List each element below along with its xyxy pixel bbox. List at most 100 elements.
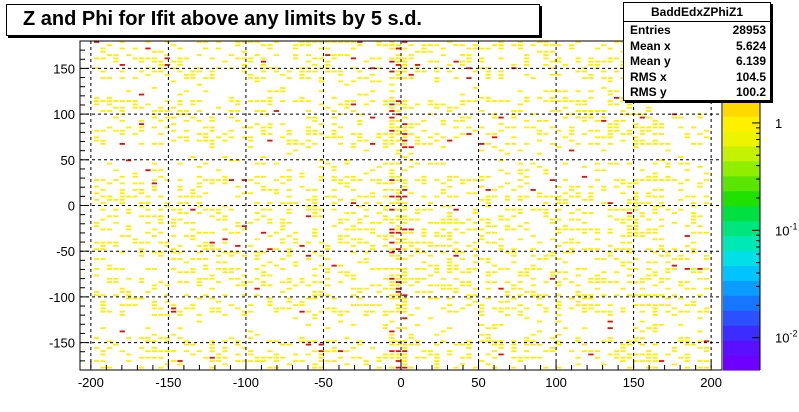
heatmap-bin xyxy=(337,103,344,106)
heatmap-bin xyxy=(472,241,478,244)
heatmap-bin xyxy=(665,304,671,307)
heatmap-bin xyxy=(575,363,581,366)
heatmap-bin xyxy=(633,195,639,198)
heatmap-bin xyxy=(183,294,190,297)
heatmap-bin xyxy=(389,218,395,221)
heatmap-bin xyxy=(652,274,658,277)
heatmap-bin xyxy=(556,366,562,369)
heatmap-bin xyxy=(350,251,357,254)
heatmap-bin xyxy=(286,139,292,142)
heatmap-bin xyxy=(273,366,279,369)
heatmap-bin xyxy=(254,258,260,260)
heatmap-bin xyxy=(658,159,665,162)
heatmap-bin xyxy=(100,139,106,142)
heatmap-bin xyxy=(363,172,369,175)
heatmap-bin xyxy=(267,123,273,126)
heatmap-bin xyxy=(581,70,588,73)
palette-segment xyxy=(723,190,760,207)
heatmap-bin xyxy=(151,50,157,53)
heatmap-bin xyxy=(389,100,395,103)
heatmap-bin xyxy=(260,175,267,178)
heatmap-bin xyxy=(126,90,132,93)
heatmap-bin xyxy=(305,215,312,218)
heatmap-bin xyxy=(318,264,324,267)
heatmap-bin xyxy=(196,231,202,234)
heatmap-bin xyxy=(569,126,575,129)
heatmap-bin xyxy=(260,64,267,66)
heatmap-bin xyxy=(382,238,389,241)
heatmap-bin xyxy=(376,212,382,214)
heatmap-bin xyxy=(376,366,382,369)
heatmap-bin xyxy=(492,307,498,310)
heatmap-bin xyxy=(594,64,600,66)
heatmap-bin xyxy=(389,228,395,231)
heatmap-bin xyxy=(569,218,575,221)
heatmap-bin xyxy=(402,146,408,149)
heatmap-bin xyxy=(273,41,279,43)
heatmap-bin xyxy=(556,281,562,283)
heatmap-bin xyxy=(569,307,575,310)
heatmap-bin xyxy=(607,353,613,356)
heatmap-bin xyxy=(138,189,145,191)
heatmap-bin xyxy=(100,189,106,191)
heatmap-bin xyxy=(389,47,395,50)
heatmap-bin xyxy=(485,281,491,283)
heatmap-bin xyxy=(171,139,177,142)
heatmap-bin xyxy=(382,314,389,316)
y-tick-label: 50 xyxy=(61,153,75,168)
heatmap-bin xyxy=(389,208,395,211)
heatmap-bin xyxy=(305,189,312,191)
heatmap-bin xyxy=(408,218,414,221)
heatmap-bin xyxy=(549,346,556,349)
heatmap-bin xyxy=(337,356,344,359)
heatmap-bin xyxy=(228,304,235,307)
heatmap-bin xyxy=(453,228,459,231)
heatmap-bin xyxy=(171,67,177,70)
heatmap-bin xyxy=(119,291,125,293)
heatmap-bin xyxy=(106,96,113,99)
heatmap-bin xyxy=(569,248,575,251)
heatmap-bin xyxy=(235,268,241,270)
heatmap-bin xyxy=(376,235,382,237)
heatmap-bin xyxy=(479,314,485,316)
heatmap-bin xyxy=(106,54,113,56)
heatmap-bin xyxy=(382,268,389,270)
heatmap-bin xyxy=(260,284,267,287)
heatmap-bin xyxy=(248,304,254,307)
heatmap-bin xyxy=(633,205,639,208)
heatmap-bin xyxy=(260,67,267,70)
heatmap-bin xyxy=(119,47,125,50)
heatmap-bin xyxy=(389,343,395,346)
heatmap-bin xyxy=(498,353,504,356)
heatmap-bin xyxy=(684,133,690,135)
heatmap-bin xyxy=(575,208,581,211)
heatmap-bin xyxy=(203,179,209,181)
heatmap-bin xyxy=(620,310,626,313)
heatmap-bin xyxy=(562,192,568,195)
heatmap-bin xyxy=(177,113,183,116)
heatmap-bin xyxy=(530,264,536,267)
heatmap-bin xyxy=(639,294,645,297)
heatmap-bin xyxy=(524,57,530,60)
heatmap-bin xyxy=(658,244,665,247)
heatmap-bin xyxy=(344,106,350,109)
heatmap-bin xyxy=(678,337,684,339)
heatmap-bin xyxy=(402,57,408,60)
heatmap-bin xyxy=(151,110,157,112)
heatmap-bin xyxy=(626,294,633,297)
heatmap-bin xyxy=(665,287,671,290)
heatmap-bin xyxy=(639,179,645,181)
heatmap-bin xyxy=(575,284,581,287)
heatmap-bin xyxy=(145,57,151,60)
heatmap-bin xyxy=(492,241,498,244)
heatmap-bin xyxy=(588,64,594,66)
heatmap-bin xyxy=(691,304,697,307)
heatmap-bin xyxy=(517,238,523,241)
heatmap-bin xyxy=(222,175,228,178)
heatmap-bin xyxy=(402,310,408,313)
heatmap-bin xyxy=(402,231,408,234)
heatmap-bin xyxy=(331,136,337,139)
heatmap-bin xyxy=(594,119,600,122)
heatmap-bin xyxy=(292,142,299,145)
heatmap-bin xyxy=(389,268,395,270)
